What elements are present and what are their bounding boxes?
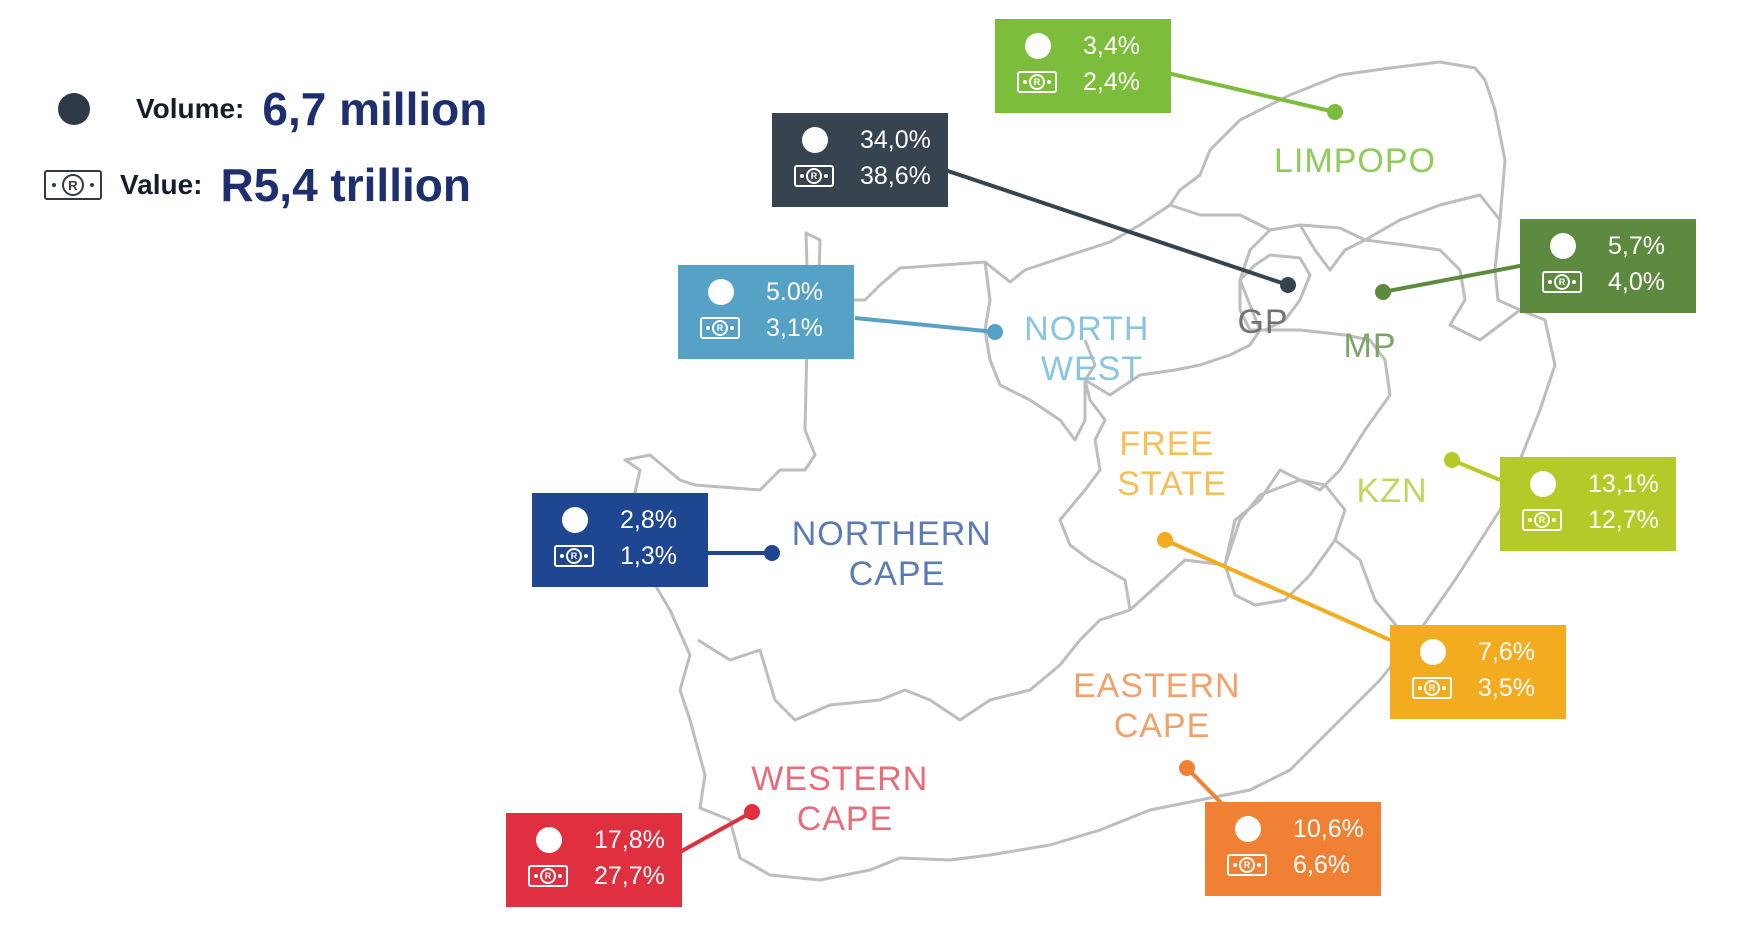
gauteng-volume: 34,0%: [860, 125, 931, 154]
gauteng-value: 38,6%: [860, 161, 931, 190]
label-free-state: FREE STATE: [1117, 425, 1227, 503]
banknote-icon: R: [1522, 509, 1562, 531]
border-nw-west: [983, 261, 992, 361]
limpopo-value: 2,4%: [1083, 67, 1140, 96]
label-eastern-cape: EASTERN CAPE: [1073, 667, 1251, 745]
marker-western-cape: [744, 804, 760, 820]
callout-kzn: 13,1% R 12,7%: [1500, 457, 1676, 551]
border-fs-east: [1128, 328, 1392, 612]
banknote-icon: R: [1227, 854, 1267, 876]
leader-western-cape: [679, 810, 753, 854]
eastern-cape-volume: 10,6%: [1293, 814, 1364, 843]
banknote-icon: R: [794, 165, 834, 187]
leader-north-west: [854, 316, 996, 334]
marker-free-state: [1157, 532, 1173, 548]
banknote-icon: R: [554, 545, 594, 567]
leader-mpumalanga: [1382, 263, 1526, 294]
volume-dot-icon: [58, 93, 90, 125]
callout-limpopo: 3,4% R 2,4%: [995, 19, 1171, 113]
callout-north-west: 5.0% R 3,1%: [678, 265, 854, 359]
label-north-west: NORTH WEST: [1024, 310, 1160, 388]
leader-free-state: [1164, 538, 1391, 642]
callout-western-cape: 17,8% R 27,7%: [506, 813, 682, 907]
volume-dot-icon: [708, 279, 734, 305]
free-state-value: 3,5%: [1478, 673, 1535, 702]
marker-mpumalanga: [1375, 284, 1391, 300]
legend-value: R Value: R5,4 trillion: [44, 158, 471, 212]
volume-dot-icon: [1025, 33, 1051, 59]
free-state-volume: 7,6%: [1478, 637, 1535, 666]
banknote-icon: R: [1412, 677, 1452, 699]
callout-eastern-cape: 10,6% R 6,6%: [1205, 802, 1381, 896]
border-mp-west: [1238, 223, 1521, 342]
mpumalanga-value: 4,0%: [1608, 267, 1665, 296]
eastern-cape-value: 6,6%: [1293, 850, 1350, 879]
border-nw-south: [988, 329, 1262, 442]
marker-kzn: [1444, 452, 1460, 468]
banknote-icon: R: [44, 170, 102, 200]
banknote-icon: R: [1542, 271, 1582, 293]
country-outline: [623, 60, 1557, 882]
legend-volume-label: Volume:: [136, 93, 245, 124]
legend-value-value: R5,4 trillion: [220, 159, 471, 211]
legend-value-label: Value:: [120, 169, 203, 200]
label-mpumalanga: MP: [1344, 327, 1397, 365]
border-kzn-ec: [1334, 538, 1402, 631]
lesotho-outline: [1223, 478, 1347, 607]
callout-gauteng: 34,0% R 38,6%: [772, 113, 948, 207]
gauteng-outline: [1238, 253, 1312, 332]
banknote-icon: R: [700, 317, 740, 339]
leader-gauteng: [929, 163, 1289, 287]
marker-gauteng: [1280, 277, 1296, 293]
volume-dot-icon: [562, 507, 588, 533]
legend-volume-value: 6,7 million: [262, 83, 488, 135]
callout-free-state: 7,6% R 3,5%: [1390, 625, 1566, 719]
banknote-icon: R: [1017, 71, 1057, 93]
callout-northern-cape: 2,8% R 1,3%: [532, 493, 708, 587]
label-gauteng: GP: [1237, 303, 1288, 341]
border-nc-wc: [697, 608, 1131, 722]
north-west-volume: 5.0%: [766, 277, 823, 306]
legend-volume: Volume: 6,7 million: [44, 82, 487, 136]
kzn-value: 12,7%: [1588, 505, 1659, 534]
western-cape-value: 27,7%: [594, 861, 665, 890]
volume-dot-icon: [536, 827, 562, 853]
map-legend: Volume: 6,7 million R Value: R5,4 trilli…: [0, 0, 560, 240]
volume-dot-icon: [1530, 471, 1556, 497]
marker-eastern-cape: [1179, 760, 1195, 776]
marker-limpopo: [1327, 104, 1343, 120]
banknote-icon: R: [528, 865, 568, 887]
label-kzn: KZN: [1357, 472, 1428, 510]
limpopo-volume: 3,4%: [1083, 31, 1140, 60]
northern-cape-value: 1,3%: [620, 541, 677, 570]
mpumalanga-volume: 5,7%: [1608, 231, 1665, 260]
label-northern-cape: NORTHERN CAPE: [792, 515, 1003, 593]
northern-cape-volume: 2,8%: [620, 505, 677, 534]
leader-lines: [679, 60, 1526, 854]
marker-north-west: [987, 324, 1003, 340]
volume-dot-icon: [1420, 639, 1446, 665]
border-limpopo: [1169, 193, 1502, 242]
volume-dot-icon: [1550, 233, 1576, 259]
kzn-volume: 13,1%: [1588, 469, 1659, 498]
callout-mpumalanga: 5,7% R 4,0%: [1520, 219, 1696, 313]
region-labels: LIMPOPO GP MP NORTH WEST NORTHERN CAPE F…: [751, 142, 1436, 838]
label-limpopo: LIMPOPO: [1274, 142, 1436, 180]
volume-dot-icon: [802, 127, 828, 153]
leader-kzn: [1451, 458, 1501, 482]
label-western-cape: WESTERN CAPE: [751, 760, 938, 838]
marker-northern-cape: [764, 545, 780, 561]
volume-dot-icon: [1235, 816, 1261, 842]
western-cape-volume: 17,8%: [594, 825, 665, 854]
north-west-value: 3,1%: [766, 313, 823, 342]
